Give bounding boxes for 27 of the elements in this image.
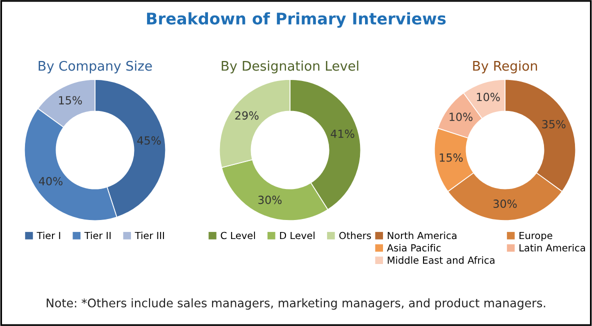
legend-label: North America [388,232,456,240]
text: Breakdown of Primary Interviews [147,12,446,28]
legend-label: Europe [520,232,552,242]
text: Note: *Others include sales managers, marketing managers, and product managers. [46,298,546,310]
legend-label: Tier I [36,232,60,240]
chart-title: By Designation Level [222,60,358,74]
data-label: 10% [450,112,472,122]
data-label: 29% [235,111,259,120]
legend-label: Asia Pacific [386,244,441,252]
legend-label: Tier II [84,232,111,240]
chart-title: By Region [473,60,537,74]
legend-label: Tier III [134,232,164,240]
data-label: 30% [494,200,517,208]
data-label: 10% [476,92,500,102]
data-label: 45% [137,136,161,145]
data-label: 30% [258,196,282,204]
data-label: 35% [542,120,566,128]
legend-label: C Level [220,232,255,240]
chart-title: By Company Size [38,60,152,74]
legend-label: D Level [280,232,314,240]
legend-label: Others [339,232,371,240]
legend-label: Latin America [520,244,585,252]
data-label: 15% [59,96,82,104]
data-label: 40% [38,176,62,186]
data-label: 41% [330,130,354,138]
data-label: 15% [440,153,463,162]
legend-label: Middle East and Africa [388,256,494,264]
